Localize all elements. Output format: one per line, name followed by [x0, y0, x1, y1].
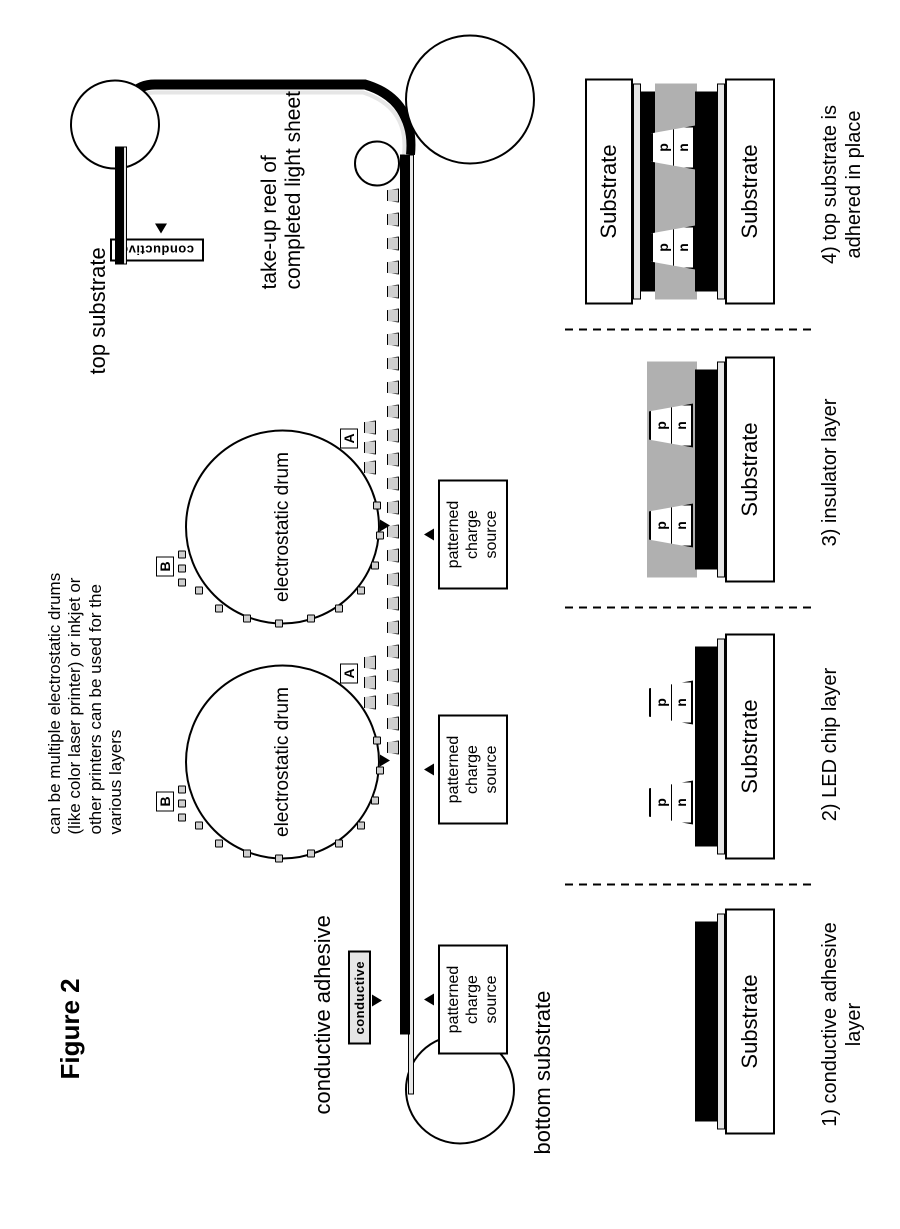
takeup-label: take-up reel of completed light sheet: [258, 79, 306, 289]
pcs-arrow-2: [424, 763, 434, 775]
hopper-b-1: B: [156, 791, 174, 811]
led4-n: n: [674, 227, 694, 267]
drum1-chips: [185, 664, 380, 859]
panel4-top-substrate: Substrate: [585, 78, 633, 304]
pcs-box-2: patterned charge source: [438, 714, 508, 824]
track-chips: [387, 188, 399, 754]
hopper-b2-chips: [178, 550, 186, 586]
panel-3: Substrate p n p n: [565, 329, 815, 607]
led4-n2: n: [674, 127, 694, 167]
top-substrate-bar: [115, 146, 123, 264]
led-n2: n: [672, 682, 692, 722]
led4-p: p: [653, 227, 674, 267]
panel2-substrate: Substrate: [725, 633, 775, 859]
led-n: n: [672, 782, 692, 822]
conductive-arrow-down: [372, 994, 382, 1006]
figure-title: Figure 2: [55, 978, 86, 1079]
panel2-caption: 2) LED chip layer: [818, 639, 842, 849]
bottom-substrate-label: bottom substrate: [530, 990, 556, 1154]
led-p: p: [651, 782, 672, 822]
conductive-arrow-left: [155, 223, 167, 233]
led3-n: n: [672, 505, 692, 545]
led3-n2: n: [672, 405, 692, 445]
drum2-chips: [185, 429, 380, 624]
conductive-pill-bottom: conductive: [348, 950, 371, 1044]
led-p2: p: [651, 682, 672, 722]
led3-p2: p: [651, 405, 672, 445]
panel3-caption: 3) insulator layer: [818, 357, 842, 587]
panel3-substrate: Substrate: [725, 356, 775, 582]
pcs-arrow-3: [424, 528, 434, 540]
panel1-substrate: Substrate: [725, 908, 775, 1134]
hopper-b-2: B: [156, 556, 174, 576]
guide-roller: [354, 140, 400, 186]
panel-1: Substrate: [565, 884, 815, 1159]
panel-4: Substrate Substrate p n p n: [565, 51, 815, 329]
top-substrate-label: top substrate: [85, 247, 111, 374]
led4-p2: p: [653, 127, 674, 167]
pcs-box-3: patterned charge source: [438, 479, 508, 589]
scraper-a-2: A: [340, 428, 358, 448]
conductive-adhesive-label: conductive adhesive: [310, 915, 336, 1114]
process-note: can be multiple electrostatic drums (lik…: [45, 544, 127, 834]
drum2-arrow-down: [380, 519, 390, 531]
scraper-a-1: A: [340, 663, 358, 683]
scraper-a1-chips: [364, 655, 376, 709]
diagram-stage: Figure 2 conductive adhesive can be mult…: [0, 0, 900, 1229]
panel2-led-1: p n: [649, 780, 693, 824]
hopper-b1-chips: [178, 785, 186, 821]
track-adhesive: [400, 154, 410, 1034]
pcs-box-1: patterned charge source: [438, 944, 508, 1054]
panel4-bottom-substrate: Substrate: [725, 78, 775, 304]
drum1-arrow-down: [380, 754, 390, 766]
panel4-caption: 4) top substrate is adhered in place: [818, 69, 866, 299]
top-substrate-bar-inner: [123, 146, 127, 264]
panel2-led-2: p n: [649, 680, 693, 724]
takeup-reel: [405, 34, 535, 164]
pcs-arrow-1: [424, 993, 434, 1005]
led3-p: p: [651, 505, 672, 545]
panel-2: Substrate p n p n: [565, 607, 815, 884]
panel1-caption: 1) conductive adhesive layer: [818, 914, 866, 1134]
scraper-a2-chips: [364, 420, 376, 474]
